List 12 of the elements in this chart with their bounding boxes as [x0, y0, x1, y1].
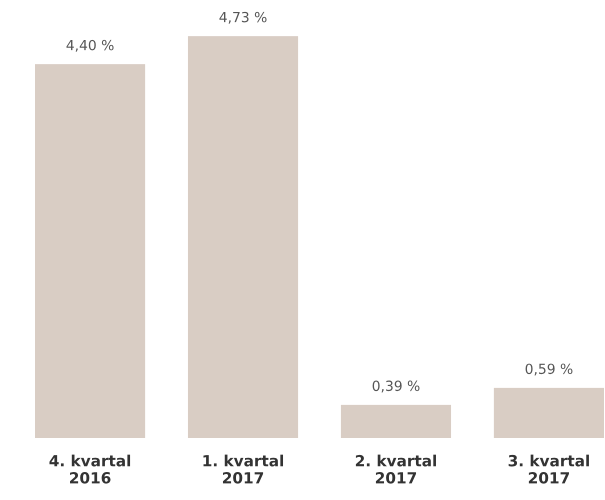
data-label: 0,39 %: [372, 380, 420, 392]
data-label: 0,59 %: [526, 364, 572, 376]
data-label: 4,40 %: [66, 40, 114, 52]
x-tick-label: 1. kvartal 2017: [203, 454, 284, 484]
data-label: 4,73 %: [219, 12, 267, 24]
bar: [35, 64, 146, 438]
bar: [494, 388, 604, 438]
x-tick-label: 2. kvartal 2017: [356, 454, 436, 484]
x-tick-label: 3. kvartal 2017: [508, 454, 589, 484]
bar: [340, 404, 452, 438]
bar: [188, 36, 298, 438]
x-tick-label: 4. kvartal 2016: [49, 454, 130, 484]
